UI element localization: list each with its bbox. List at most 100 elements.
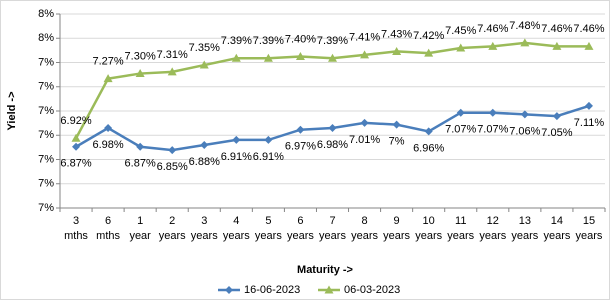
y-tick-label: 7% <box>38 105 54 117</box>
x-tick-label-line: years <box>576 230 603 242</box>
marker <box>225 286 233 294</box>
y-tick-label: 7% <box>38 56 54 68</box>
y-axis-title: Yield -> <box>6 91 18 130</box>
x-axis-title: Maturity -> <box>297 264 353 276</box>
x-tick-label-line: 8 <box>361 215 367 227</box>
marker <box>103 74 113 83</box>
legend-label: 16-06-2023 <box>244 284 300 296</box>
x-tick-label: 15 years <box>576 215 603 242</box>
marker <box>360 118 369 127</box>
data-label: 6.98% <box>92 139 123 151</box>
marker <box>263 53 273 62</box>
y-tick-label: 7% <box>38 81 54 93</box>
x-tick-label-line: 6 <box>297 215 303 227</box>
x-tick-label: 11 years <box>447 215 474 242</box>
marker <box>424 127 433 136</box>
data-label: 7% <box>389 136 405 148</box>
marker <box>392 46 402 55</box>
x-tick-label-line: 12 <box>487 215 499 227</box>
marker <box>135 69 145 78</box>
marker <box>584 41 594 50</box>
x-tick-label-line: 1 <box>137 215 143 227</box>
marker <box>552 112 561 121</box>
x-tick-label: 6 mths <box>96 215 120 242</box>
x-tick-label: 4 years <box>223 215 250 242</box>
marker <box>168 146 177 155</box>
data-label: 7.07% <box>477 124 508 136</box>
x-tick-label-line: years <box>383 230 410 242</box>
data-label: 6.91% <box>221 151 252 163</box>
data-label: 6.91% <box>253 151 284 163</box>
marker <box>552 41 562 50</box>
data-label: 7.39% <box>253 35 284 47</box>
marker <box>424 48 434 57</box>
data-label: 7.45% <box>445 25 476 37</box>
x-tick-label: 9 years <box>383 215 410 242</box>
data-label: 7.31% <box>157 49 188 61</box>
x-tick-label-line: 2 <box>169 215 175 227</box>
marker <box>520 110 529 119</box>
marker <box>488 108 497 117</box>
data-label: 7.35% <box>189 42 220 54</box>
marker <box>295 52 305 61</box>
x-tick-label: 1 year <box>129 215 151 242</box>
data-label: 7.27% <box>92 56 123 68</box>
x-tick-label-line: years <box>319 230 346 242</box>
x-tick-label-line: 15 <box>583 215 595 227</box>
marker <box>136 142 145 151</box>
x-tick-label-line: years <box>191 230 218 242</box>
data-label: 7.43% <box>381 28 412 40</box>
marker <box>392 120 401 129</box>
x-tick-label-line: years <box>415 230 442 242</box>
x-tick-label-line: 9 <box>394 215 400 227</box>
x-tick-label: 2 years <box>159 215 186 242</box>
x-tick-label-line: years <box>447 230 474 242</box>
x-tick-label-line: 13 <box>519 215 531 227</box>
x-tick-label-line: 6 <box>105 215 111 227</box>
data-label: 7.39% <box>221 35 252 47</box>
x-tick-label: 5 years <box>255 215 282 242</box>
x-tick-label: 8 years <box>351 215 378 242</box>
data-label: 7.30% <box>125 50 156 62</box>
data-label: 6.96% <box>413 142 444 154</box>
x-tick-label-line: year <box>129 230 151 242</box>
x-tick-label-line: 5 <box>265 215 271 227</box>
marker <box>520 38 530 47</box>
x-tick-label: 3 mths <box>64 215 88 242</box>
x-tick-label: 12 years <box>479 215 506 242</box>
x-tick-label-line: years <box>255 230 282 242</box>
y-tick-label: 7% <box>38 178 54 190</box>
y-tick-label: 8% <box>38 32 54 44</box>
marker <box>296 125 305 134</box>
data-label: 7.05% <box>541 127 572 139</box>
x-tick-label-line: years <box>543 230 570 242</box>
x-tick-label: 6 years <box>287 215 314 242</box>
y-tick-label: 8% <box>38 8 54 20</box>
data-label: 7.40% <box>285 33 316 45</box>
x-tick-label-line: 3 <box>201 215 207 227</box>
data-label: 6.85% <box>157 161 188 173</box>
data-label: 6.88% <box>189 156 220 168</box>
marker <box>72 142 81 151</box>
y-tick-label: 7% <box>38 153 54 165</box>
marker <box>200 141 209 150</box>
marker <box>328 53 337 62</box>
marker <box>488 41 498 50</box>
data-label: 6.92% <box>60 115 91 127</box>
data-label: 7.39% <box>317 35 348 47</box>
y-tick-label: 7% <box>38 202 54 214</box>
x-tick-label-line: mths <box>96 230 120 242</box>
data-label: 7.11% <box>574 117 605 129</box>
data-label: 6.97% <box>285 141 316 153</box>
x-tick-label: 3 years <box>191 215 218 242</box>
x-tick-label-line: years <box>511 230 538 242</box>
data-label: 7.42% <box>413 30 444 42</box>
data-label: 7.41% <box>349 32 380 44</box>
data-label: 6.87% <box>60 158 91 170</box>
marker <box>199 60 209 69</box>
x-tick-label-line: years <box>159 230 186 242</box>
data-label: 7.46% <box>541 23 572 35</box>
data-label: 6.98% <box>317 139 348 151</box>
data-label: 7.06% <box>509 125 540 137</box>
